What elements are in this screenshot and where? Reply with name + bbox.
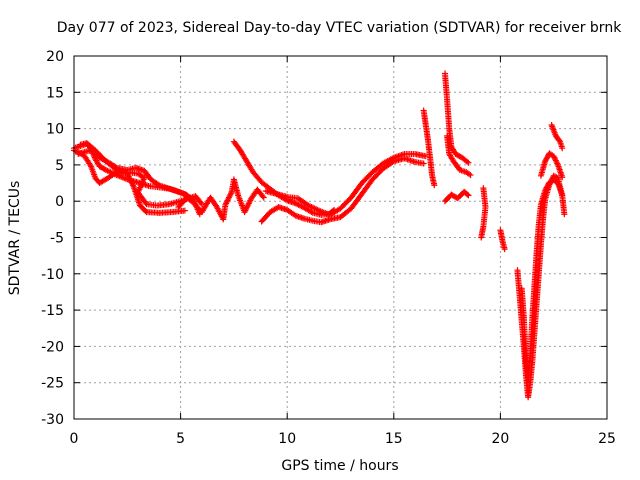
x-tick-label: 10 xyxy=(278,431,296,447)
plot-frame xyxy=(73,55,608,420)
y-tick-label: -10 xyxy=(41,267,64,283)
data-point xyxy=(464,191,471,198)
data-point xyxy=(478,234,485,241)
data-point xyxy=(561,211,568,218)
y-axis-label: SDTVAR / TECUs xyxy=(7,181,23,296)
data-point xyxy=(465,192,472,199)
x-tick-label: 5 xyxy=(176,431,185,447)
y-tick-label: 0 xyxy=(55,194,64,210)
data-point xyxy=(181,207,188,214)
data-point xyxy=(197,199,204,206)
data-point xyxy=(559,192,566,199)
y-tick-label: 15 xyxy=(46,85,64,101)
data-point xyxy=(198,201,205,208)
x-tick-label: 15 xyxy=(385,431,403,447)
data-point xyxy=(420,160,427,167)
data-point xyxy=(559,145,566,152)
x-tick-label: 25 xyxy=(598,431,616,447)
y-tick-label: -5 xyxy=(50,231,64,247)
data-point xyxy=(467,172,474,179)
data-point xyxy=(559,174,566,181)
x-axis-label: GPS time / hours xyxy=(281,458,398,474)
grid xyxy=(74,56,607,419)
data-point xyxy=(431,182,438,189)
data-point xyxy=(259,193,266,200)
data-point xyxy=(465,159,472,166)
data-point xyxy=(260,194,267,201)
y-tick-label: -15 xyxy=(41,303,64,319)
data-point xyxy=(464,158,471,165)
data-points xyxy=(71,70,568,401)
y-tick-label: -30 xyxy=(41,412,64,428)
y-tick-label: -20 xyxy=(41,339,64,355)
y-tick-label: -25 xyxy=(41,376,64,392)
y-tick-label: 10 xyxy=(46,122,64,138)
chart-title: Day 077 of 2023, Sidereal Day-to-day VTE… xyxy=(57,20,622,36)
y-tick-label: 5 xyxy=(55,158,64,174)
y-tick-label: 20 xyxy=(46,49,64,65)
x-tick-label: 0 xyxy=(70,431,79,447)
x-tick-label: 20 xyxy=(491,431,509,447)
data-point xyxy=(142,208,149,215)
data-point xyxy=(556,137,563,144)
data-point xyxy=(501,246,508,253)
